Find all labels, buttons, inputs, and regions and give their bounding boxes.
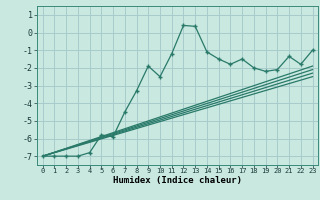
X-axis label: Humidex (Indice chaleur): Humidex (Indice chaleur) bbox=[113, 176, 242, 185]
